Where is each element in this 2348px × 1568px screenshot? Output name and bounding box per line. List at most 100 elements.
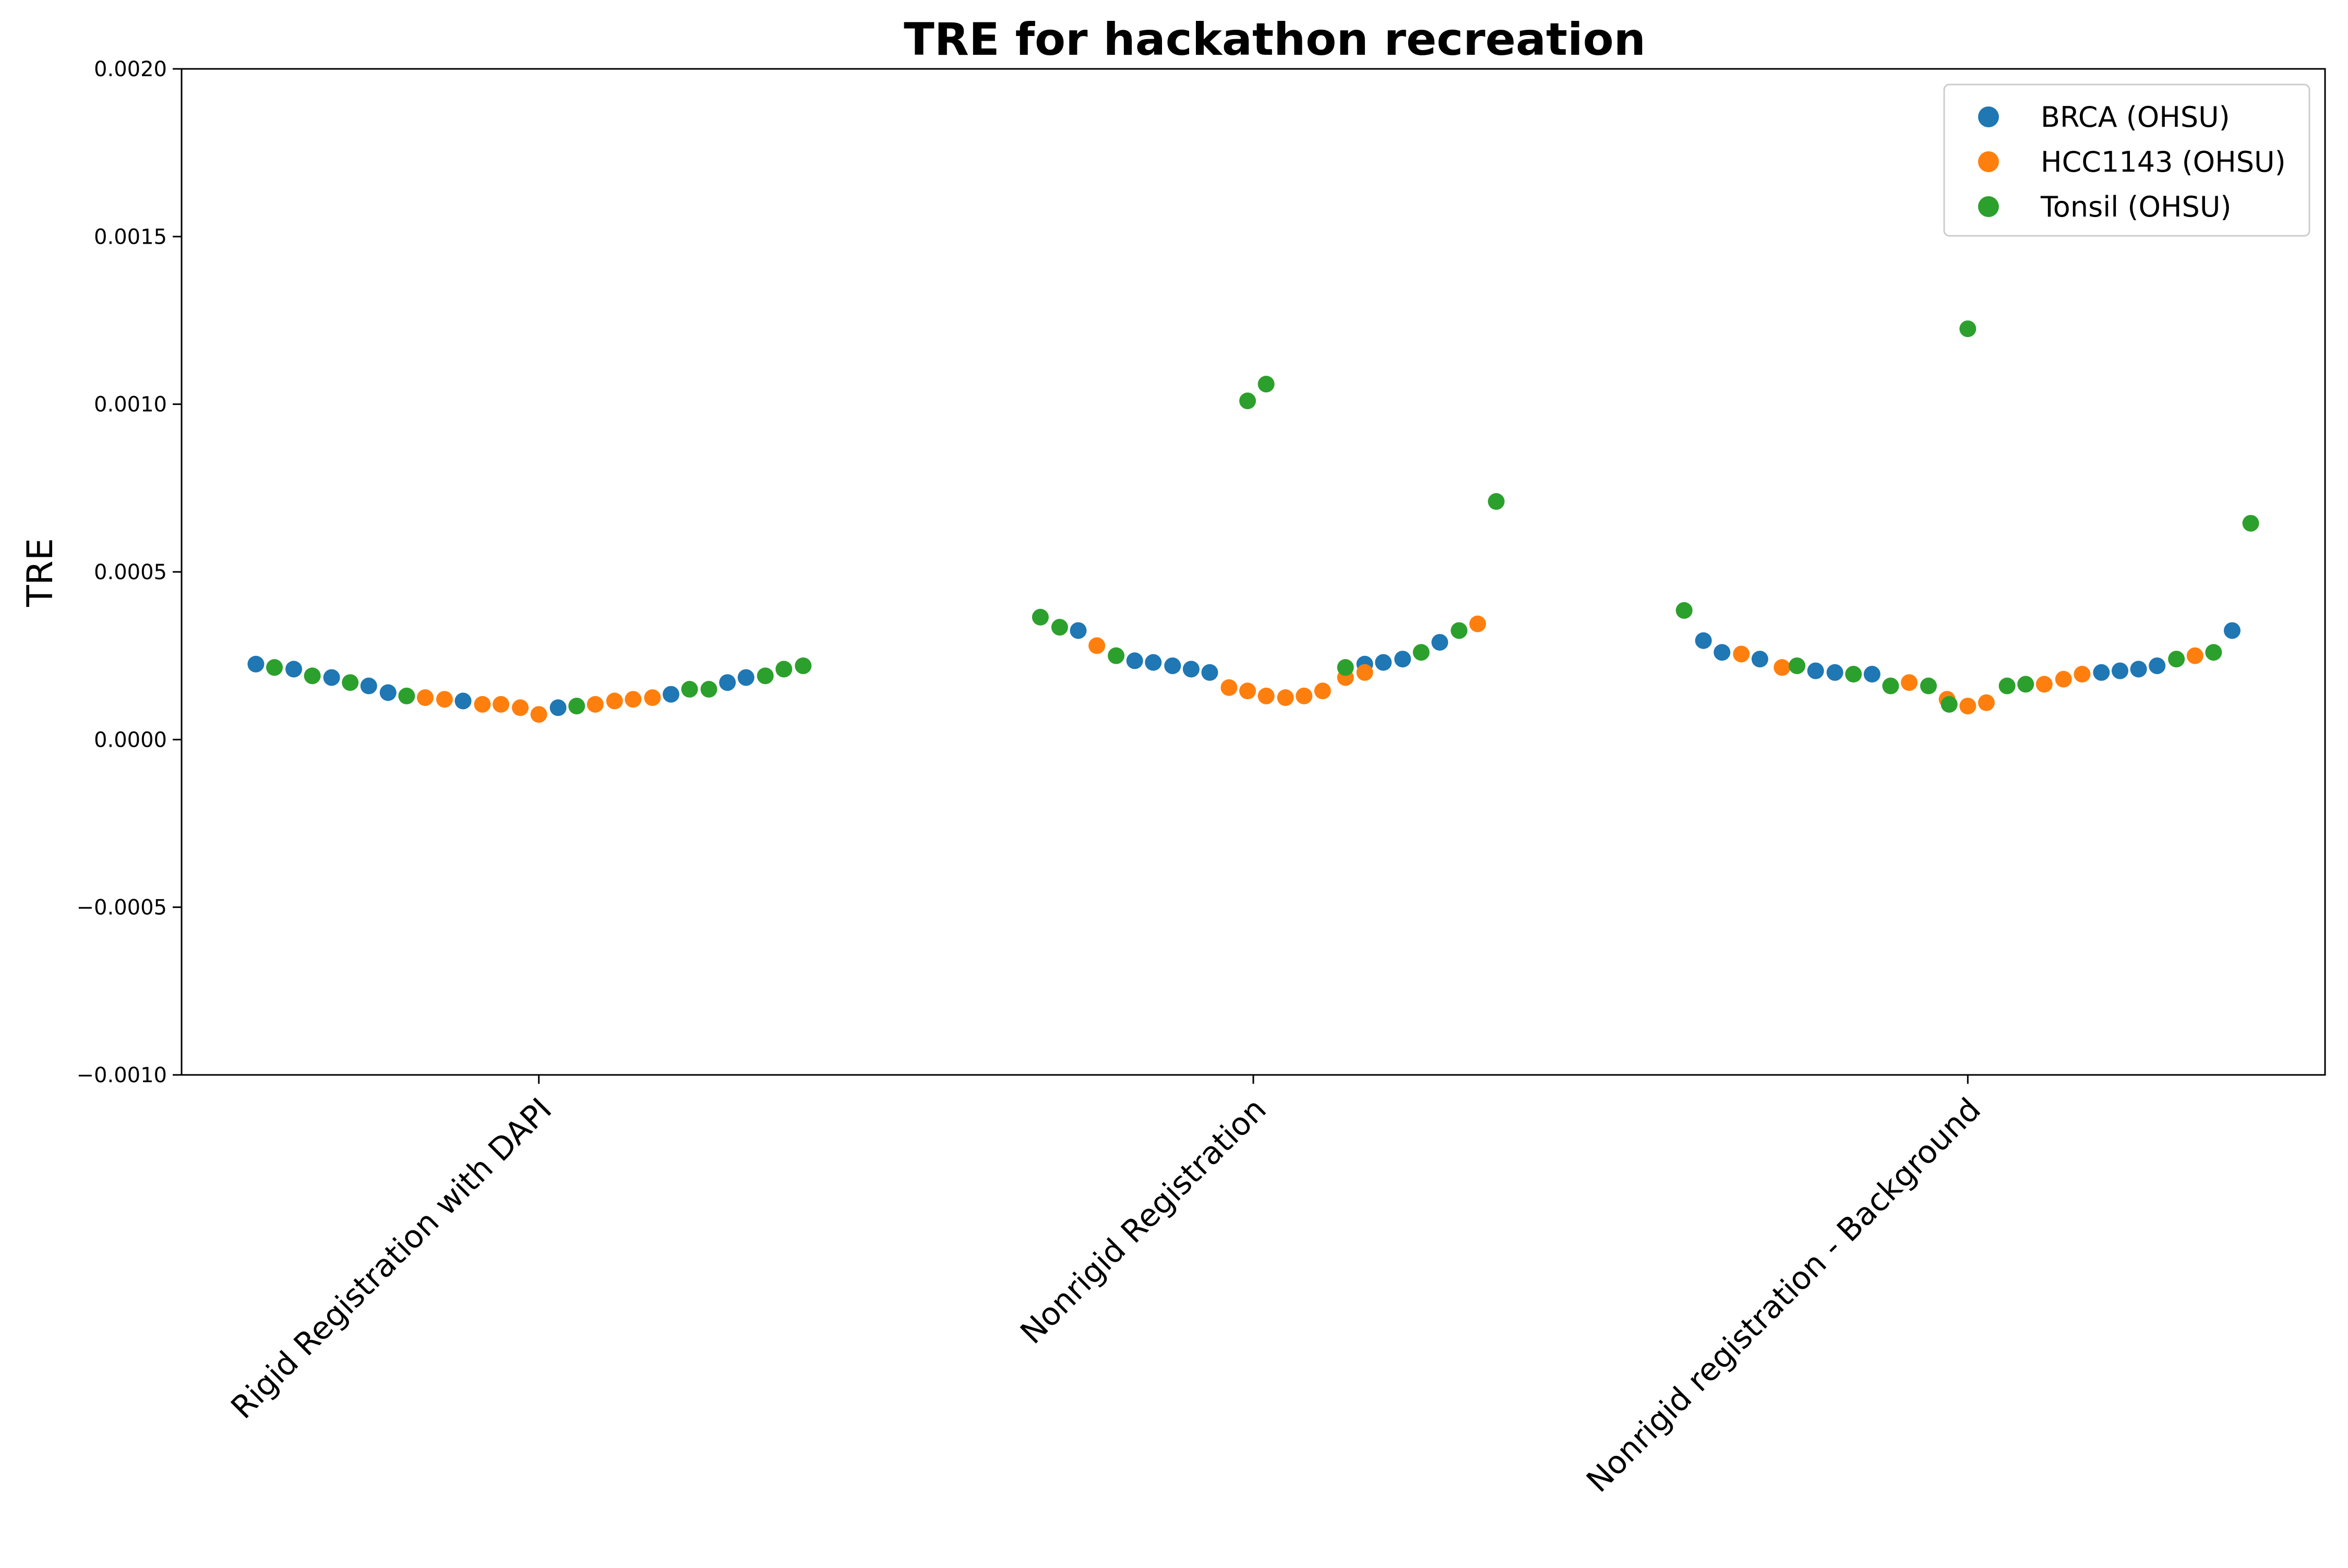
- data-point: [1901, 674, 1918, 691]
- data-point: [1695, 632, 1712, 649]
- chart-title: TRE for hackathon recreation: [904, 14, 1646, 66]
- data-point: [398, 688, 415, 704]
- data-point: [625, 691, 641, 708]
- y-tick-label: 0.0015: [94, 225, 167, 249]
- data-point: [1999, 678, 2016, 695]
- data-point: [757, 667, 774, 684]
- data-point: [795, 657, 811, 674]
- data-point: [1714, 644, 1730, 661]
- data-point: [2017, 676, 2034, 692]
- legend: BRCA (OHSU) HCC1143 (OHSU) Tonsil (OHSU): [1944, 85, 2309, 236]
- y-tick-label: −0.0010: [77, 1063, 167, 1087]
- data-point: [1774, 659, 1790, 676]
- data-point: [775, 661, 792, 677]
- data-point: [1959, 320, 1976, 337]
- data-point: [1051, 619, 1068, 636]
- data-point: [1394, 651, 1411, 667]
- data-point: [1127, 652, 1143, 669]
- data-point: [1845, 666, 1862, 683]
- data-point: [455, 692, 472, 709]
- legend-label: BRCA (OHSU): [2041, 101, 2230, 134]
- x-tick-label: Nonrigid Registration: [1013, 1091, 1273, 1351]
- data-point: [568, 698, 585, 714]
- data-point: [1108, 648, 1124, 664]
- data-point: [1882, 678, 1899, 695]
- data-point: [1239, 683, 1256, 699]
- legend-marker: [1978, 106, 1999, 127]
- y-axis-label: TRE: [20, 538, 61, 607]
- data-point: [1431, 634, 1448, 651]
- data-point: [1488, 493, 1505, 510]
- data-point: [2243, 515, 2259, 532]
- y-tick-label: 0.0005: [94, 560, 167, 584]
- data-point: [1357, 664, 1373, 681]
- data-point: [1789, 657, 1805, 674]
- data-point: [1032, 609, 1049, 626]
- data-point: [1201, 664, 1218, 681]
- data-point: [1239, 392, 1256, 409]
- data-point: [1469, 616, 1486, 632]
- data-point: [1258, 688, 1275, 704]
- data-point: [2036, 676, 2053, 692]
- data-point: [2055, 671, 2072, 688]
- data-point: [2130, 661, 2147, 677]
- y-tick-label: −0.0005: [77, 896, 167, 920]
- data-point: [701, 681, 717, 698]
- data-point: [474, 696, 490, 713]
- data-point: [550, 699, 567, 716]
- y-tick-label: 0.0000: [94, 728, 167, 752]
- data-point: [2205, 644, 2222, 661]
- legend-marker: [1978, 151, 1999, 172]
- data-point: [2224, 622, 2241, 639]
- data-point: [324, 669, 340, 686]
- data-point: [512, 699, 529, 716]
- data-point: [663, 686, 679, 703]
- data-point: [681, 681, 698, 698]
- y-tick-label: 0.0020: [94, 57, 167, 81]
- legend-label: Tonsil (OHSU): [2040, 190, 2231, 223]
- data-point: [738, 669, 754, 686]
- data-point: [1337, 659, 1354, 676]
- data-point: [1375, 654, 1392, 671]
- data-point: [644, 689, 661, 706]
- data-point: [1314, 683, 1331, 699]
- data-point: [380, 684, 397, 701]
- data-point: [587, 696, 604, 713]
- data-point: [436, 691, 453, 708]
- data-point: [1070, 622, 1087, 639]
- data-point: [2093, 664, 2110, 681]
- data-point: [1676, 602, 1693, 619]
- data-point: [1978, 695, 1995, 711]
- data-point: [1752, 651, 1768, 667]
- data-point: [342, 674, 358, 691]
- data-point: [2074, 666, 2090, 683]
- data-point: [247, 656, 264, 673]
- data-point: [1827, 664, 1843, 681]
- data-point: [1413, 644, 1430, 661]
- data-point: [1920, 678, 1937, 695]
- data-point: [361, 678, 377, 695]
- x-tick-label: Nonrigid registration - Background: [1579, 1091, 1988, 1500]
- data-point: [1220, 679, 1237, 696]
- data-point: [719, 674, 736, 691]
- data-point: [2187, 648, 2203, 664]
- legend-marker: [1978, 196, 1999, 217]
- data-point: [1733, 645, 1750, 662]
- plot-area: −0.0010 −0.0005 0.0000 0.0005 0.0010 0.0015 0.…: [77, 57, 2325, 1500]
- data-point: [2112, 663, 2128, 679]
- data-point: [1864, 666, 1880, 683]
- data-point: [285, 661, 302, 677]
- data-point: [1807, 663, 1824, 679]
- data-point: [1145, 654, 1161, 671]
- data-point: [266, 659, 283, 676]
- data-point: [1277, 689, 1294, 706]
- data-point: [2149, 657, 2165, 674]
- data-point: [493, 696, 509, 713]
- data-point: [1941, 696, 1958, 713]
- data-point: [606, 692, 623, 709]
- data-point: [2168, 651, 2185, 667]
- data-point: [531, 706, 547, 723]
- data-point: [1258, 376, 1275, 392]
